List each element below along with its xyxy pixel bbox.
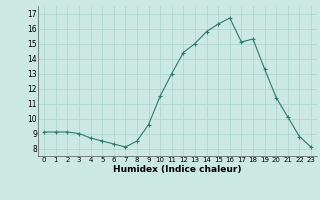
X-axis label: Humidex (Indice chaleur): Humidex (Indice chaleur) <box>113 165 242 174</box>
